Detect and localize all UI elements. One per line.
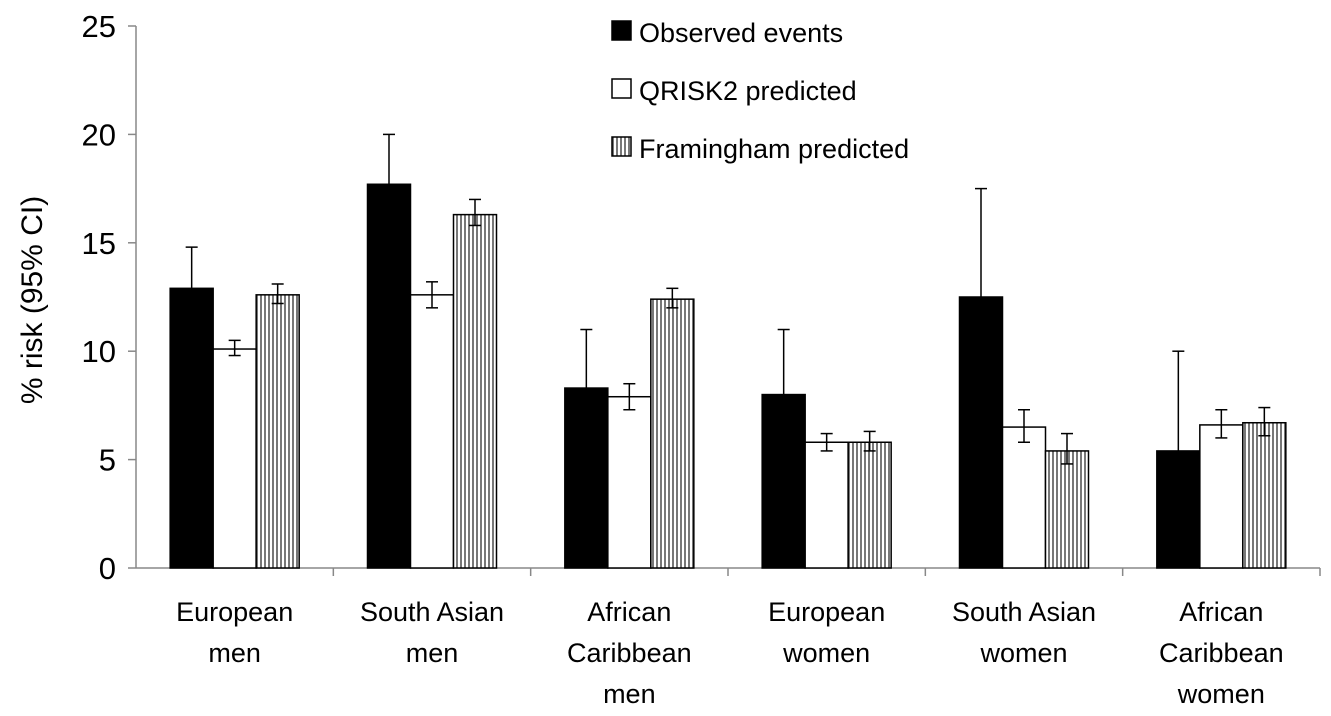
legend: Observed events QRISK2 predicted Framingha… — [611, 18, 909, 164]
bars — [169, 183, 1287, 569]
bar-observed-events — [169, 287, 214, 569]
bar-framingham-predicted — [847, 441, 892, 569]
bar-framingham-predicted — [650, 298, 695, 569]
legend-label: Framingham predicted — [639, 134, 909, 164]
y-tick-label: 0 — [99, 551, 116, 586]
bar-qrisk2-predicted — [1199, 424, 1244, 569]
y-tick-label: 15 — [82, 226, 116, 261]
x-category-label: South Asian men — [360, 597, 504, 668]
error-bars — [185, 133, 1271, 502]
y-tick-label: 25 — [82, 9, 116, 44]
bar-qrisk2-predicted — [212, 348, 257, 569]
legend-label: QRISK2 predicted — [639, 76, 857, 106]
bar-qrisk2-predicted — [804, 441, 849, 569]
y-ticks: 0 5 10 15 20 25 — [82, 9, 136, 586]
legend-label: Observed events — [639, 18, 843, 48]
bar-qrisk2-predicted — [607, 395, 652, 569]
bar-observed-events — [366, 183, 412, 569]
bar-qrisk2-predicted — [1001, 426, 1047, 569]
bar-framingham-predicted — [1242, 421, 1287, 569]
x-category-label: European men — [176, 597, 293, 668]
category-labels: European men South Asian men African Caribbea… — [176, 597, 1284, 709]
x-category-label: South Asian women — [952, 597, 1096, 668]
y-tick-label: 10 — [82, 334, 116, 369]
bar-framingham-predicted — [452, 213, 498, 569]
axes — [135, 26, 1321, 576]
legend-swatch — [611, 20, 632, 41]
bar-framingham-predicted — [255, 294, 300, 569]
bar-qrisk2-predicted — [409, 294, 455, 569]
legend-swatch — [611, 136, 632, 157]
x-category-label: African Caribbean men — [567, 597, 692, 709]
bar-framingham-predicted — [1044, 450, 1090, 569]
legend-swatch — [611, 78, 632, 99]
y-tick-label: 5 — [99, 443, 116, 478]
y-axis-label: % risk (95% CI) — [16, 196, 49, 404]
x-category-label: African Caribbean women — [1159, 597, 1284, 709]
y-axis-label-group: % risk (95% CI) — [16, 196, 49, 404]
y-tick-label: 20 — [82, 117, 116, 152]
x-category-label: European women — [768, 597, 885, 668]
